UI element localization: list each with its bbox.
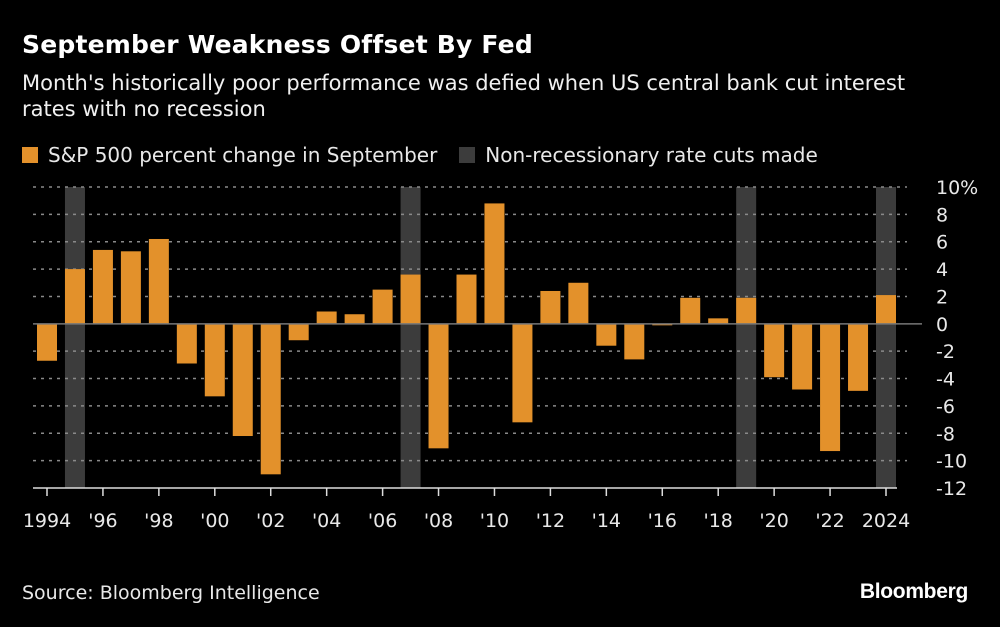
bar-2009: [456, 274, 477, 324]
bar-1999: [176, 323, 197, 364]
bar-2008: [428, 323, 449, 449]
bar-2019: [736, 297, 757, 324]
bar-2006: [372, 289, 393, 324]
x-tick-label: 2024: [862, 510, 910, 532]
x-tick-label: '04: [312, 510, 341, 532]
legend-swatch-sp500: [22, 147, 38, 163]
bar-2002: [260, 323, 281, 475]
x-tick-label: '06: [368, 510, 397, 532]
x-tick-label: '96: [88, 510, 117, 532]
x-tick-label: '14: [592, 510, 621, 532]
bar-2022: [820, 323, 841, 452]
y-tick-label: 6: [936, 232, 948, 254]
y-tick-label: -10: [936, 451, 967, 473]
bar-2010: [484, 203, 505, 324]
bar-2003: [288, 323, 309, 341]
bar-2005: [344, 314, 365, 324]
x-tick-label: '12: [536, 510, 565, 532]
bloomberg-logo: Bloomberg: [859, 580, 968, 603]
bar-2013: [568, 282, 589, 324]
bar-2023: [848, 323, 869, 391]
y-tick-label: -2: [936, 341, 955, 363]
chart-title: September Weakness Offset By Fed: [22, 30, 533, 59]
bar-2024: [876, 295, 896, 324]
source-note: Source: Bloomberg Intelligence: [22, 582, 320, 604]
bar-2020: [764, 323, 785, 378]
bar-2018: [708, 318, 729, 324]
bar-2001: [232, 323, 253, 437]
legend-item-rate-cuts: Non-recessionary rate cuts made: [459, 143, 818, 167]
x-tick-label: 1994: [23, 510, 71, 532]
bar-2004: [316, 311, 337, 324]
rate-cut-band: [400, 187, 421, 488]
rate-cut-band: [876, 187, 896, 488]
bar-1995: [64, 269, 85, 324]
bar-2007: [400, 274, 421, 324]
bar-2015: [624, 323, 645, 360]
x-tick-label: '08: [424, 510, 453, 532]
x-tick-label: '16: [648, 510, 677, 532]
y-tick-label: 4: [936, 259, 948, 281]
legend-item-sp500: S&P 500 percent change in September: [22, 143, 437, 167]
bar-1997: [120, 251, 141, 324]
legend: S&P 500 percent change in September Non-…: [22, 143, 840, 167]
bar-2011: [512, 323, 533, 423]
bar-1996: [92, 249, 113, 324]
x-tick-label: '02: [256, 510, 285, 532]
bar-2012: [540, 290, 561, 324]
x-tick-label: '22: [815, 510, 844, 532]
x-tick-label: '98: [144, 510, 173, 532]
bar-1998: [148, 238, 169, 324]
rate-cut-band: [736, 187, 757, 488]
y-tick-label: -6: [936, 396, 955, 418]
y-tick-label: 8: [936, 204, 948, 226]
bar-2021: [792, 323, 813, 390]
rate-cut-band: [64, 187, 85, 488]
y-tick-label: -12: [936, 478, 967, 500]
bar-2014: [596, 323, 617, 346]
y-tick-label: 0: [936, 314, 948, 336]
y-tick-label: 10%: [936, 177, 978, 199]
legend-swatch-rate-cuts: [459, 147, 476, 163]
bar-2000: [204, 323, 225, 397]
bar-2017: [680, 297, 701, 324]
x-tick-label: '00: [200, 510, 229, 532]
y-tick-label: 2: [936, 286, 948, 308]
x-tick-label: '10: [480, 510, 509, 532]
bar-1994: [37, 323, 57, 361]
y-tick-label: -8: [936, 423, 955, 445]
legend-label: Non-recessionary rate cuts made: [485, 143, 818, 167]
y-tick-label: -4: [936, 369, 955, 391]
chart-subtitle: Month's historically poor performance wa…: [22, 71, 906, 121]
x-tick-label: '20: [759, 510, 788, 532]
x-tick-label: '18: [703, 510, 732, 532]
legend-label: S&P 500 percent change in September: [48, 143, 438, 167]
